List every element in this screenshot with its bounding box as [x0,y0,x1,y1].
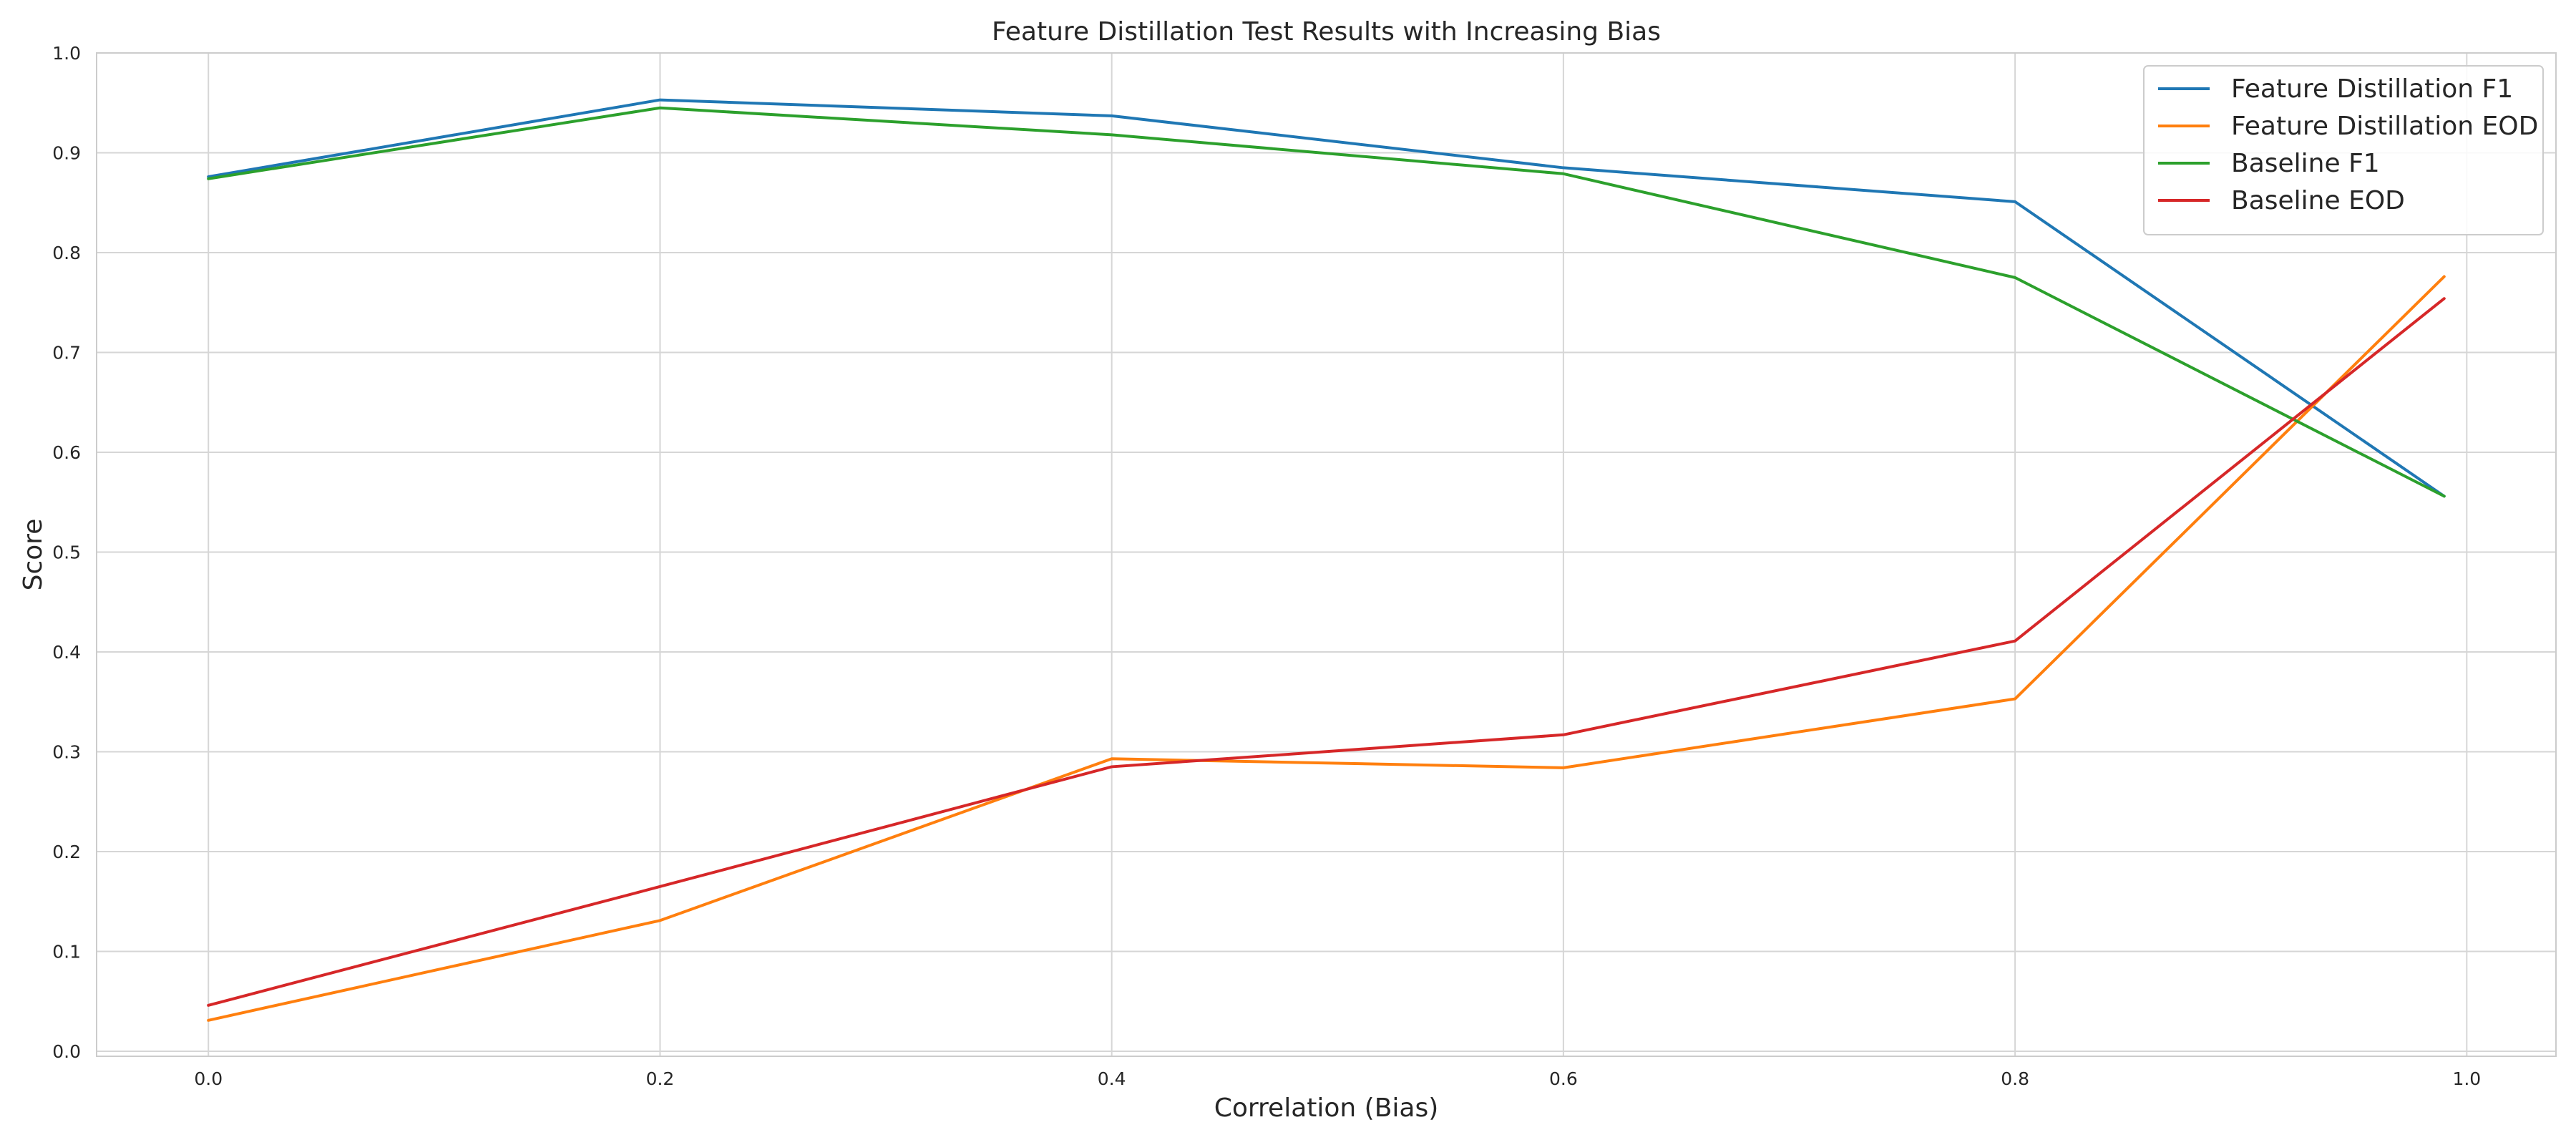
x-tick-label: 0.8 [2001,1068,2029,1089]
series-line-2 [207,275,2446,1022]
y-tick-label: 0.9 [52,143,81,164]
legend-box [2143,65,2544,235]
x-tick-label: 0.4 [1098,1068,1126,1089]
chart-title: Feature Distillation Test Results with I… [992,17,1661,47]
x-tick-label: 1.0 [2452,1068,2481,1089]
series-line-3 [207,106,2446,498]
y-tick-label: 0.8 [52,243,81,263]
series-line-4 [207,297,2446,1007]
y-tick-label: 0.6 [52,442,81,463]
legend-label: Feature Distillation EOD [2231,112,2538,141]
series-line-1 [207,98,2446,498]
y-tick-label: 0.0 [52,1041,81,1062]
tick-layer: 0.0 0.2 0.4 0.6 0.8 1.0 0.0 0.1 0.2 0.3 0.4 0.5 0.6 0… [52,43,2481,1089]
x-tick-label: 0.2 [646,1068,675,1089]
y-axis-label: Score [19,519,48,591]
y-tick-label: 0.3 [52,742,81,763]
legend-label: Feature Distillation F1 [2231,74,2513,104]
x-axis-label: Correlation (Bias) [1214,1093,1439,1123]
series-layer [207,98,2446,1022]
y-tick-label: 0.7 [52,343,81,364]
y-tick-label: 0.2 [52,842,81,862]
y-tick-label: 1.0 [52,43,81,64]
legend-label: Baseline F1 [2231,149,2380,178]
x-tick-label: 0.0 [194,1068,223,1089]
y-tick-label: 0.4 [52,642,81,663]
legend-label: Baseline EOD [2231,186,2405,215]
legend: Feature Distillation F1 Feature Distillat… [2143,65,2544,235]
x-tick-label: 0.6 [1549,1068,1578,1089]
y-tick-label: 0.1 [52,942,81,963]
y-tick-label: 0.5 [52,542,81,563]
plot-frame [96,52,2557,1057]
legend-entries: Feature Distillation F1 Feature Distillat… [2158,74,2538,215]
